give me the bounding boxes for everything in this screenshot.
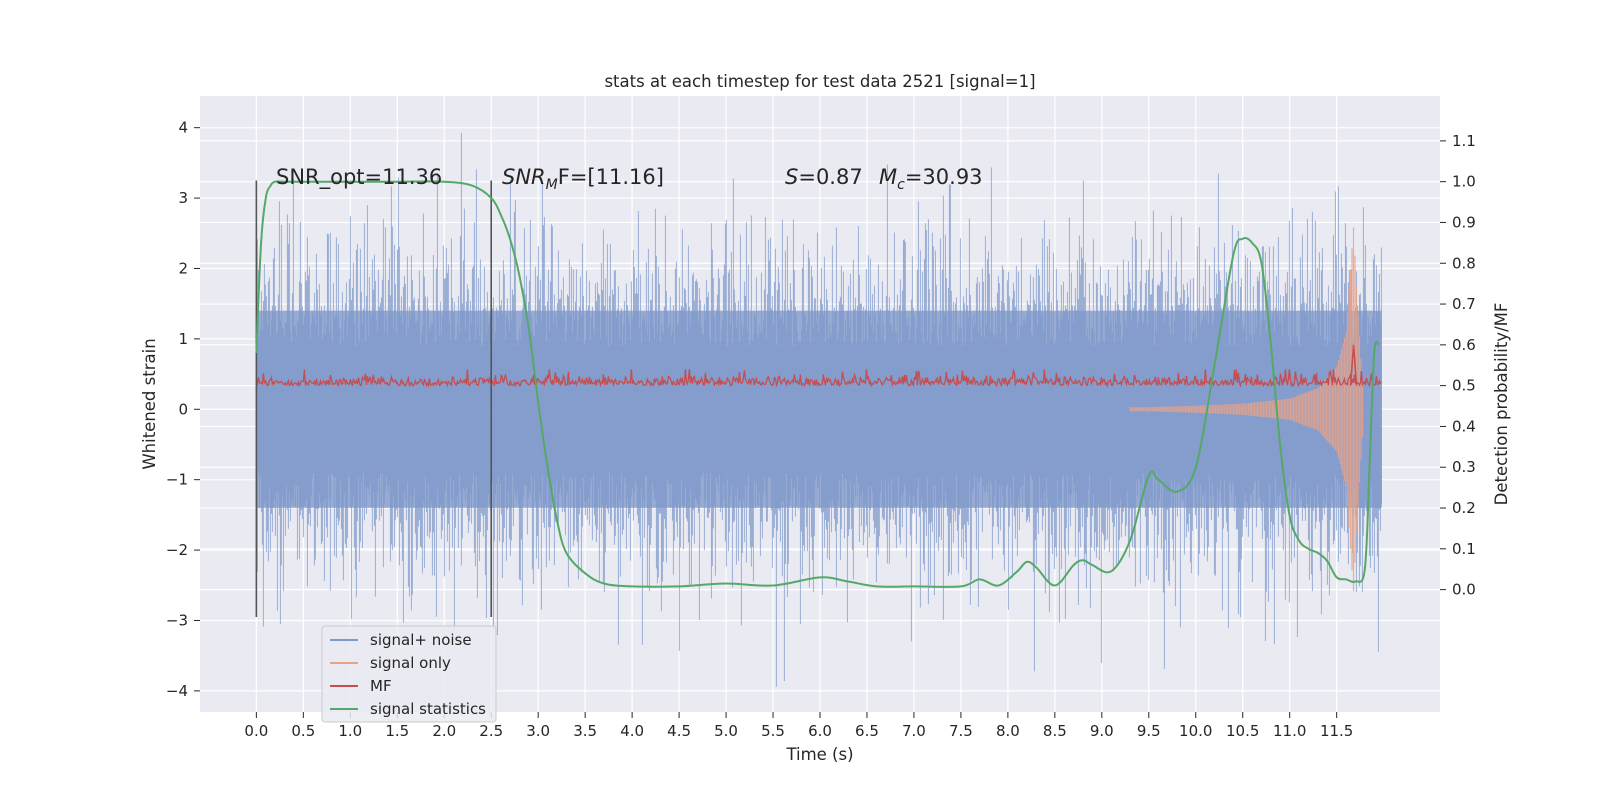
y-right-tick-label: 0.8 — [1452, 254, 1476, 272]
series-signal-statistics — [255, 180, 1380, 588]
y-right-tick-label: 0.4 — [1452, 417, 1476, 435]
x-tick-label: 6.5 — [855, 722, 879, 740]
x-tick-label: 5.5 — [761, 722, 785, 740]
y-axis-label-left: Whitened strain — [140, 338, 159, 469]
x-tick-label: 11.0 — [1273, 722, 1306, 740]
legend-label-signal-only: signal only — [370, 654, 451, 672]
x-tick-label: 2.5 — [479, 722, 503, 740]
y-axis-label-right: Detection probability/MF — [1492, 303, 1511, 506]
annotation-s-prefix: S — [785, 165, 798, 189]
y-left-tick-label: −4 — [166, 682, 188, 700]
annotation-snr-mf-sub: M — [546, 177, 558, 193]
legend-label-signal-noise: signal+ noise — [370, 631, 472, 649]
legend-frame — [321, 625, 497, 723]
tick-labels: 0.0 0.5 1.0 1.5 2.0 2.5 3.0 3.5 4.0 4.5 5.0 5.5 6.0 6… — [166, 119, 1476, 740]
chart-title: stats at each timestep for test data 252… — [604, 72, 1035, 91]
y-left-tick-label: −3 — [166, 611, 188, 629]
y-right-tick-label: 0.6 — [1452, 336, 1476, 354]
legend-label-mf: MF — [370, 677, 392, 695]
y-right-tick-label: 0.1 — [1452, 540, 1476, 558]
annotation-mc-prefix: M — [879, 165, 897, 189]
signal-statistics-line — [255, 180, 1380, 588]
x-tick-label: 3.5 — [573, 722, 597, 740]
y-left-tick-label: 4 — [178, 119, 188, 137]
x-tick-label: 9.5 — [1137, 722, 1161, 740]
y-right-tick-label: 0.3 — [1452, 458, 1476, 476]
x-tick-label: 9.0 — [1090, 722, 1114, 740]
y-right-tick-label: 1.0 — [1452, 173, 1476, 191]
y-left-tick-label: 2 — [178, 259, 188, 277]
x-tick-label: 2.0 — [432, 722, 456, 740]
x-tick-label: 10.0 — [1179, 722, 1212, 740]
x-tick-label: 8.0 — [996, 722, 1020, 740]
y-left-tick-label: 1 — [178, 330, 188, 348]
y-left-tick-label: −2 — [166, 541, 188, 559]
y-right-tick-label: 1.1 — [1452, 132, 1476, 150]
x-tick-label: 10.5 — [1226, 722, 1259, 740]
x-tick-label: 4.0 — [620, 722, 644, 740]
x-tick-label: 7.0 — [902, 722, 926, 740]
x-tick-label: 5.0 — [714, 722, 738, 740]
y-left-tick-label: 0 — [178, 400, 188, 418]
y-left-tick-label: 3 — [178, 189, 188, 207]
x-axis-label: Time (s) — [785, 745, 853, 764]
annotation-mc: Mc=30.93 — [879, 165, 983, 193]
x-tick-label: 0.0 — [244, 722, 268, 740]
annotation-s-value: =0.87 — [798, 165, 862, 189]
x-tick-label: 7.5 — [949, 722, 973, 740]
legend-label-signal-statistics: signal statistics — [370, 700, 486, 718]
legend: signal+ noise signal only MF signal stat… — [321, 625, 497, 723]
y-right-tick-label: 0.2 — [1452, 499, 1476, 517]
annotation-snr-mf-prefix: SNR — [502, 165, 546, 189]
y-right-tick-label: 0.0 — [1452, 581, 1476, 599]
y-right-tick-label: 0.7 — [1452, 295, 1476, 313]
x-tick-label: 1.0 — [338, 722, 362, 740]
annotation-mc-sub: c — [897, 177, 905, 193]
mf-line — [255, 368, 1382, 388]
mf-peak — [1349, 344, 1358, 386]
annotation-snr-opt: SNR_opt=11.36 — [276, 165, 442, 190]
y-right-tick-label: 0.9 — [1452, 213, 1476, 231]
annotation-snr-mf: SNRMF=[11.16] — [502, 165, 664, 193]
annotation-snr-mf-rest: F=[11.16] — [558, 165, 664, 189]
x-tick-label: 6.0 — [808, 722, 832, 740]
vertical-markers — [255, 180, 493, 617]
y-left-tick-label: −1 — [166, 471, 188, 489]
x-tick-label: 1.5 — [385, 722, 409, 740]
x-tick-label: 11.5 — [1320, 722, 1353, 740]
x-tick-label: 3.0 — [526, 722, 550, 740]
x-tick-label: 4.5 — [667, 722, 691, 740]
x-tick-label: 0.5 — [291, 722, 315, 740]
x-tick-label: 8.5 — [1043, 722, 1067, 740]
annotation-s: S=0.87 — [785, 165, 863, 189]
y-right-tick-label: 0.5 — [1452, 377, 1476, 395]
series-mf — [255, 344, 1382, 388]
annotation-mc-value: =30.93 — [905, 165, 983, 189]
